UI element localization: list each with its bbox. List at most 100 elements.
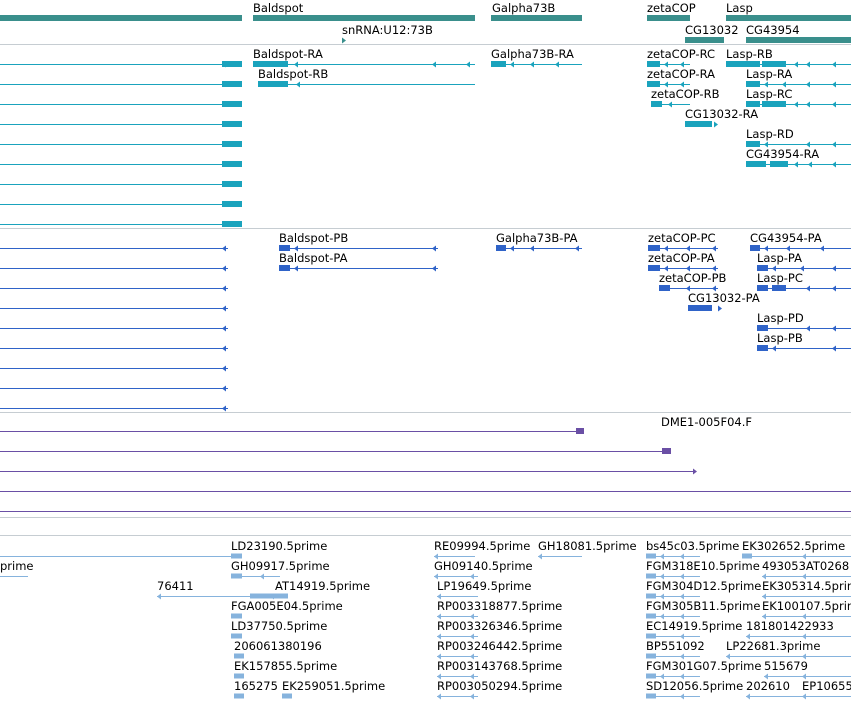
strand-arrow-icon: [832, 81, 836, 88]
transcript-label[interactable]: zetaCOP-RC: [647, 47, 716, 61]
est-label[interactable]: 165275: [234, 679, 278, 693]
est-label[interactable]: FGM305B11.5prime: [646, 599, 761, 613]
strand-arrow-icon: [686, 285, 690, 292]
est-label[interactable]: 206061380196: [234, 639, 322, 653]
protein-label[interactable]: Lasp-PD: [757, 311, 804, 325]
est-label[interactable]: 76411: [157, 579, 194, 593]
exon-block: [651, 101, 662, 107]
est-label[interactable]: GH09140.5prime: [434, 559, 533, 573]
strand-arrow-icon: [660, 553, 664, 560]
est-label[interactable]: LD37750.5prime: [231, 619, 328, 633]
est-label[interactable]: RP003326346.5prime: [437, 619, 563, 633]
est-label[interactable]: 515679: [764, 659, 808, 673]
exon-block: [757, 265, 768, 271]
strand-arrow-icon: [470, 653, 474, 660]
strand-arrow-icon: [437, 593, 441, 600]
protein-label[interactable]: Baldspot-PB: [279, 231, 349, 245]
gene-label[interactable]: CG43954: [746, 23, 800, 37]
protein-label[interactable]: CG13032-PA: [688, 291, 760, 305]
protein-label[interactable]: Galpha73B-PA: [496, 231, 578, 245]
exon-block: [746, 141, 760, 147]
protein-label[interactable]: Lasp-PB: [757, 331, 803, 345]
est-label[interactable]: BP551092: [646, 639, 705, 653]
transcript-label[interactable]: CG13032-RA: [685, 107, 759, 121]
gene-label[interactable]: CG13032: [685, 23, 739, 37]
strand-arrow-icon: [806, 325, 810, 332]
strand-arrow-icon: [660, 593, 664, 600]
est-label[interactable]: AT14919.5prime: [275, 579, 371, 593]
est-label[interactable]: RP003143768.5prime: [437, 659, 563, 673]
est-label[interactable]: EK305314.5prime: [762, 579, 851, 593]
exon-block: [646, 653, 656, 659]
est-label[interactable]: LP19649.5prime: [437, 579, 532, 593]
transcript-label[interactable]: Baldspot-RA: [253, 47, 323, 61]
est-label[interactable]: GH09917.5prime: [231, 559, 330, 573]
est-label[interactable]: 493053AT0268: [762, 559, 850, 573]
strand-arrow-icon: [762, 573, 766, 580]
strand-arrow-icon: [575, 245, 579, 252]
gene-label[interactable]: Baldspot: [253, 1, 304, 15]
est-label[interactable]: 202610: [746, 679, 790, 693]
transcript-label[interactable]: Lasp-RD: [746, 127, 794, 141]
est-label[interactable]: FGM301G07.5prime: [646, 659, 762, 673]
est-label[interactable]: bs45c03.5prime: [646, 539, 740, 553]
est-label[interactable]: LP22681.3prime: [726, 639, 821, 653]
est-label[interactable]: LD23190.5prime: [231, 539, 328, 553]
protein-label[interactable]: Baldspot-PA: [279, 251, 348, 265]
est-label[interactable]: EK100107.5prime: [762, 599, 851, 613]
est-label[interactable]: FGA005E04.5prime: [231, 599, 343, 613]
gene-label[interactable]: Galpha73B: [492, 1, 556, 15]
est-label[interactable]: SD12056.5prime: [646, 679, 744, 693]
protein-label[interactable]: Lasp-PA: [757, 251, 802, 265]
est-label[interactable]: FGM304D12.5prime: [646, 579, 762, 593]
protein-label[interactable]: zetaCOP-PB: [659, 271, 727, 285]
transcript-label[interactable]: CG43954-RA: [746, 147, 820, 161]
est-label[interactable]: RP003246442.5prime: [437, 639, 563, 653]
strand-arrow-icon: [806, 285, 810, 292]
est-label[interactable]: GH18081.5prime: [538, 539, 637, 553]
gene-bar: [746, 37, 851, 43]
strand-arrow-icon: [664, 265, 668, 272]
strand-arrow-icon: [296, 81, 300, 88]
strand-arrow-icon: [764, 81, 768, 88]
transcript-label[interactable]: Lasp-RA: [746, 67, 793, 81]
protein-label[interactable]: CG43954-PA: [750, 231, 822, 245]
est-label[interactable]: EC14919.5prime: [646, 619, 743, 633]
strand-arrow-icon: [802, 633, 806, 640]
est-label[interactable]: prime: [0, 559, 34, 573]
strand-arrow-icon: [832, 285, 836, 292]
gene-label[interactable]: zetaCOP: [647, 1, 696, 15]
transcript-label[interactable]: Galpha73B-RA: [491, 47, 574, 61]
est-label[interactable]: RE09994.5prime: [434, 539, 531, 553]
gene-label[interactable]: snRNA:U12:73B: [342, 23, 433, 37]
strand-arrow-icon: [664, 81, 668, 88]
exon-block: [279, 245, 290, 251]
est-label[interactable]: EK259051.5prime: [282, 679, 386, 693]
est-label[interactable]: FGM318E10.5prime: [646, 559, 760, 573]
protein-label[interactable]: zetaCOP-PC: [648, 231, 716, 245]
protein-label[interactable]: Lasp-PC: [757, 271, 803, 285]
strand-arrow-icon: [746, 633, 750, 640]
transcript-label[interactable]: Lasp-RB: [726, 47, 773, 61]
exon-block: [746, 161, 766, 167]
strand-arrow-icon: [680, 653, 684, 660]
transcript-label[interactable]: Baldspot-RB: [258, 67, 329, 81]
protein-label[interactable]: zetaCOP-PA: [648, 251, 715, 265]
gene-label[interactable]: Lasp: [726, 1, 753, 15]
est-label[interactable]: 181801422933: [746, 619, 834, 633]
est-label[interactable]: EP10655: [802, 679, 851, 693]
est-label[interactable]: RP003050294.5prime: [437, 679, 563, 693]
strand-arrow-icon: [764, 141, 768, 148]
transcript-label[interactable]: zetaCOP-RB: [651, 87, 720, 101]
est-label[interactable]: EK157855.5prime: [234, 659, 338, 673]
exon-block: [496, 245, 506, 251]
strand-arrow-icon: [432, 245, 436, 252]
est-cluster-label[interactable]: DME1-005F04.F: [661, 415, 752, 429]
est-label[interactable]: EK302652.5prime: [742, 539, 846, 553]
strand-arrow-icon: [432, 61, 436, 68]
exon-block: [746, 81, 760, 87]
transcript-label[interactable]: zetaCOP-RA: [647, 67, 715, 81]
strand-arrow-icon: [712, 245, 716, 252]
transcript-label[interactable]: Lasp-RC: [746, 87, 793, 101]
est-label[interactable]: RP003318877.5prime: [437, 599, 563, 613]
